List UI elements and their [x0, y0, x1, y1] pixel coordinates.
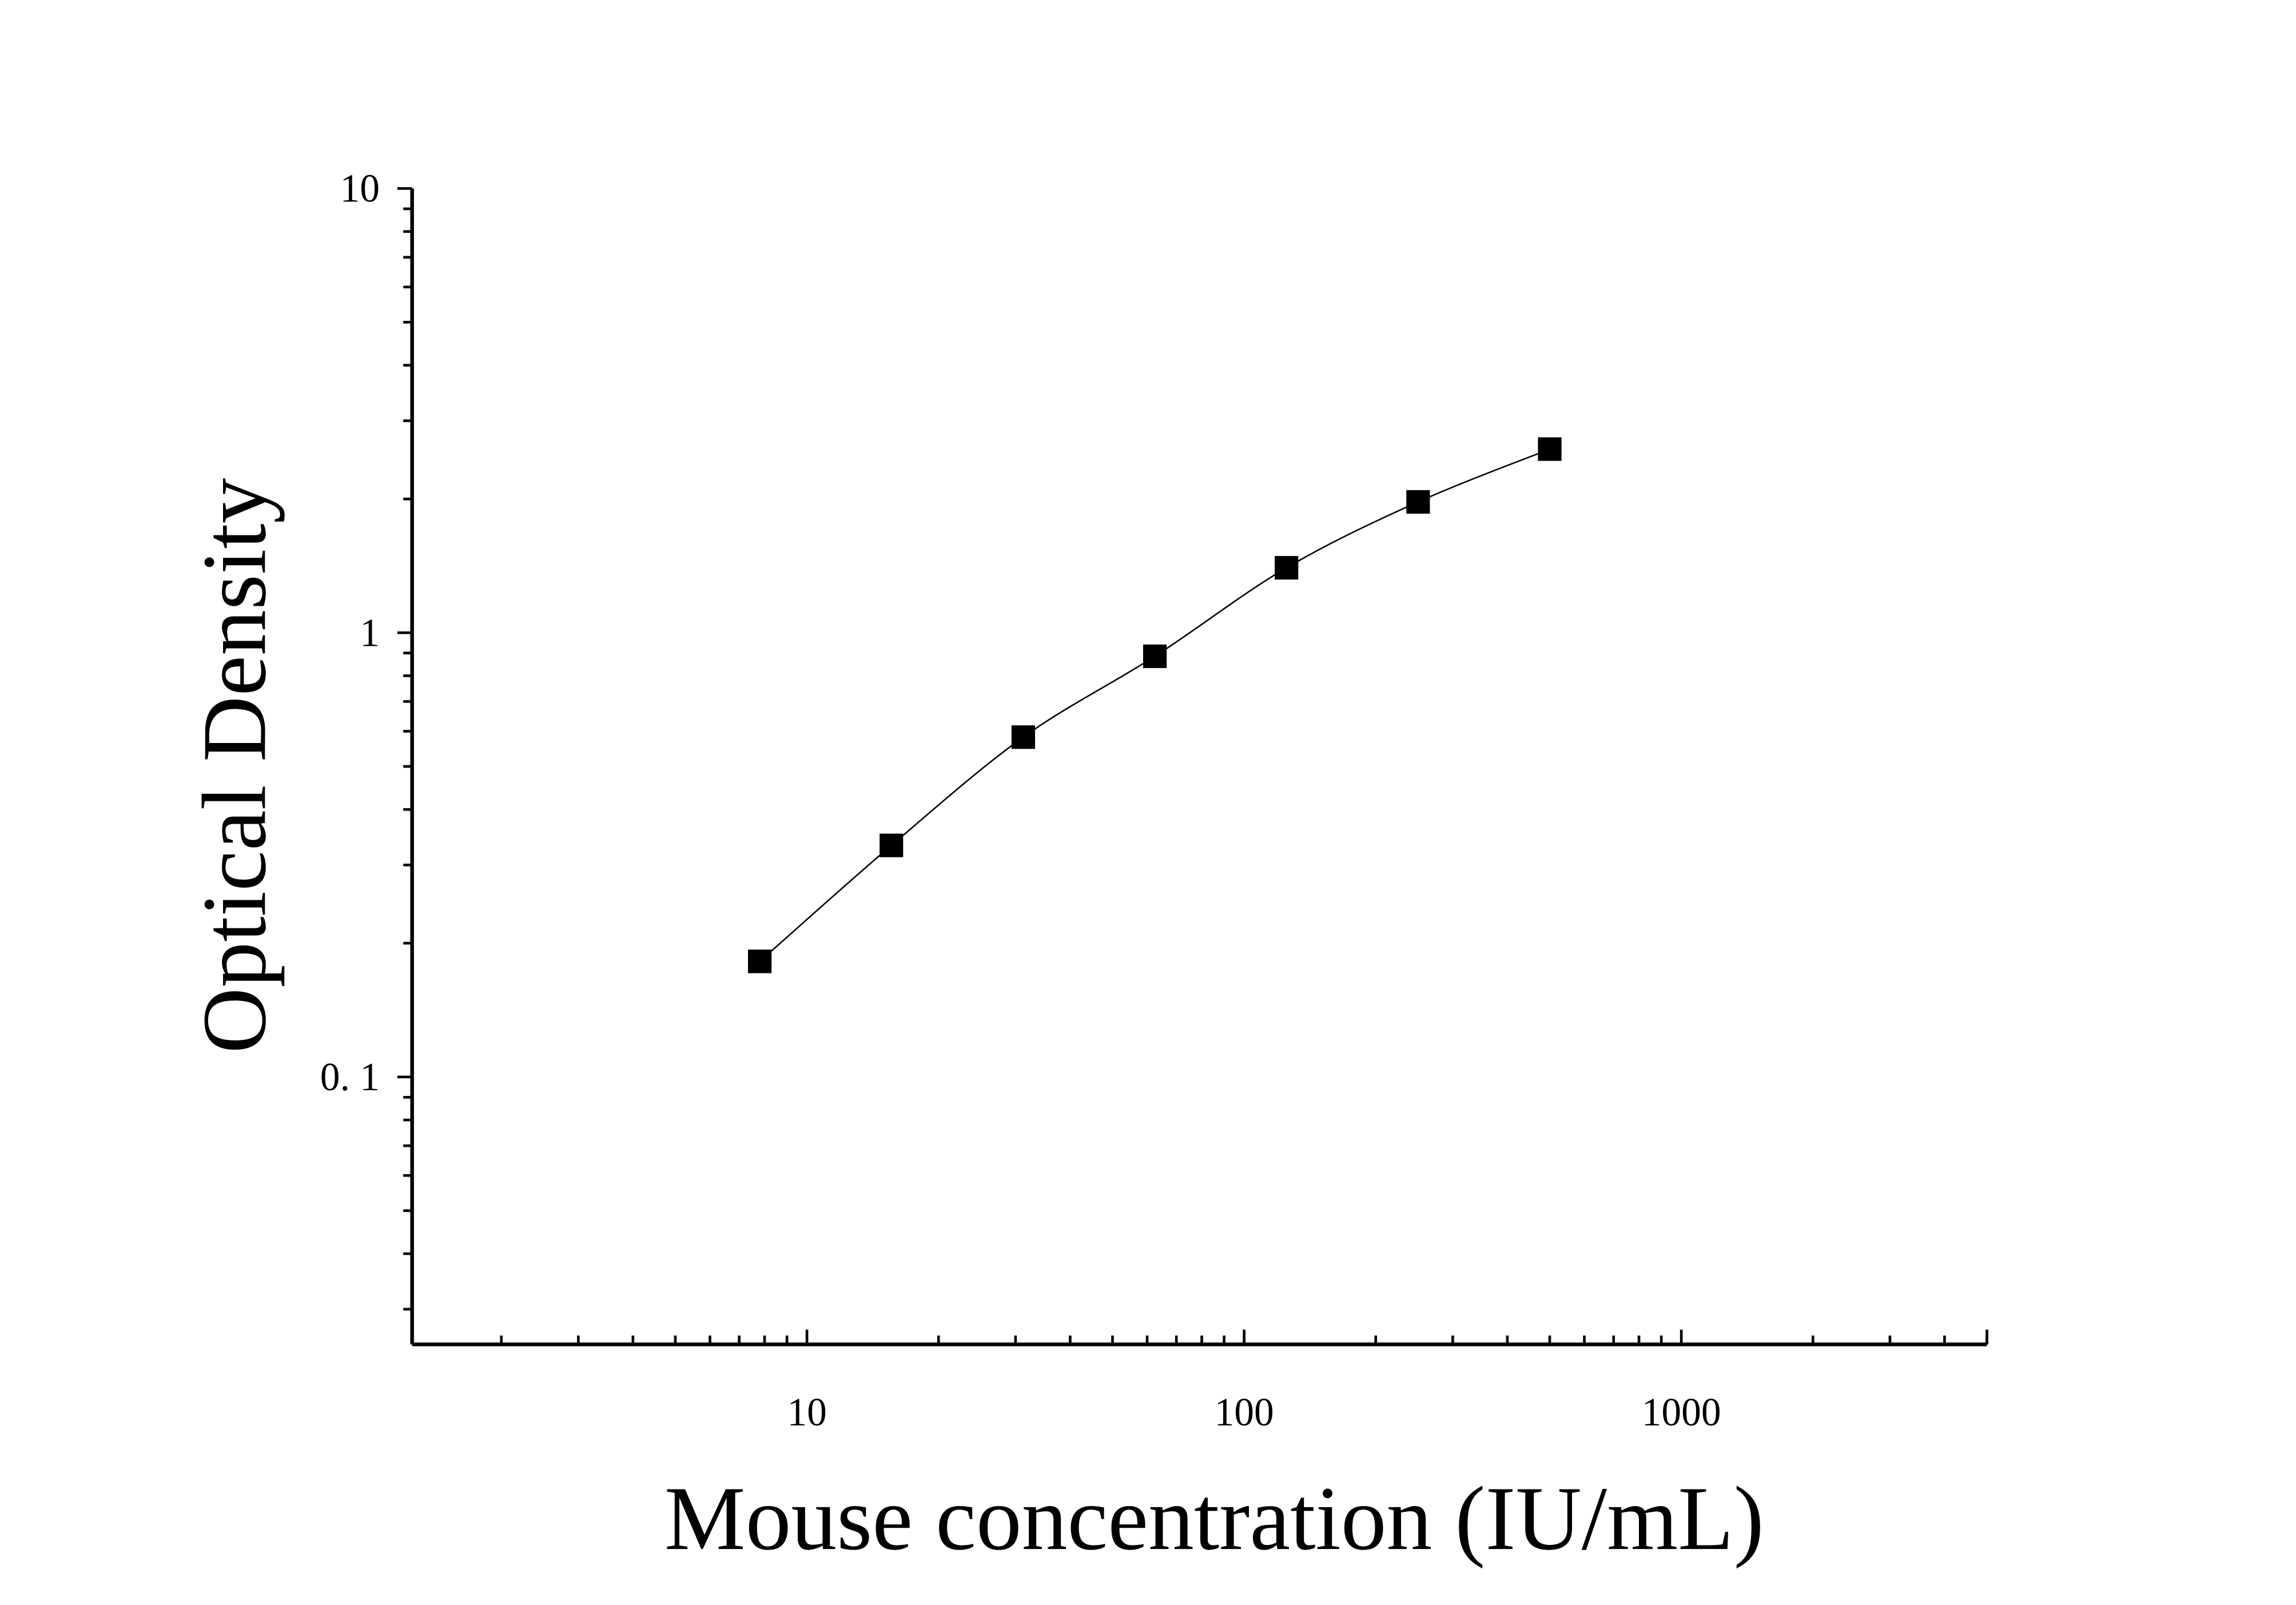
y-tick-label: 10: [340, 167, 380, 211]
y-axis-label: Optical Density: [184, 478, 285, 1053]
data-point: [1143, 644, 1167, 668]
data-points: [747, 437, 1562, 974]
x-tick-label: 100: [1214, 1391, 1274, 1435]
x-tick-label: 1000: [1642, 1391, 1721, 1435]
data-point: [1275, 556, 1299, 580]
axes: [410, 188, 1987, 1346]
y-tick-label: 0. 1: [320, 1055, 380, 1099]
fit-curve: [759, 448, 1550, 962]
data-point: [747, 950, 772, 974]
y-tick-label: 1: [360, 611, 380, 655]
data-point: [1538, 437, 1562, 461]
x-axis-label: Mouse concentration (IU/mL): [664, 1468, 1764, 1569]
x-tick-label: 10: [787, 1391, 826, 1435]
data-point: [880, 833, 904, 857]
ticks: 10 100 1000 0. 1 1 10: [320, 167, 1988, 1435]
data-point: [1406, 490, 1430, 514]
data-point: [1011, 725, 1035, 749]
